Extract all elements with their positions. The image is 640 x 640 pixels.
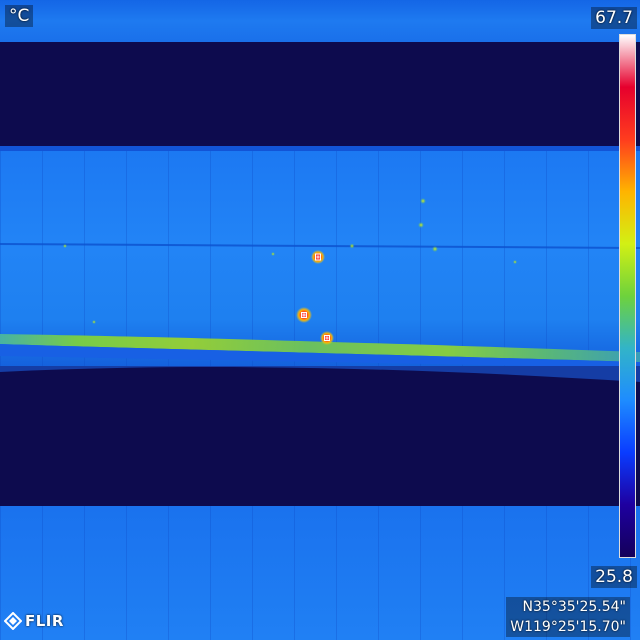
flir-logo-text: FLIR — [25, 612, 64, 630]
hotspot-3 — [320, 331, 334, 345]
gps-latitude: N35°35'25.54" — [522, 599, 626, 615]
gps-longitude: W119°25'15.70" — [510, 619, 626, 635]
flir-logo-icon — [4, 612, 22, 630]
temperature-min-label: 25.8 — [591, 566, 637, 588]
temperature-max-label: 67.7 — [591, 7, 637, 29]
hotspot-2 — [296, 307, 312, 323]
hotspot-1 — [311, 250, 325, 264]
flir-logo: FLIR — [4, 612, 64, 630]
warm-edge-strip — [0, 334, 640, 362]
panel-row-top — [0, 0, 640, 42]
gps-coordinates: N35°35'25.54" W119°25'15.70" — [506, 597, 630, 637]
color-scale-bar — [619, 34, 636, 558]
panel-gap-bottom — [0, 366, 640, 506]
panel-gap-top — [0, 42, 640, 146]
temperature-unit-label: °C — [5, 5, 34, 27]
